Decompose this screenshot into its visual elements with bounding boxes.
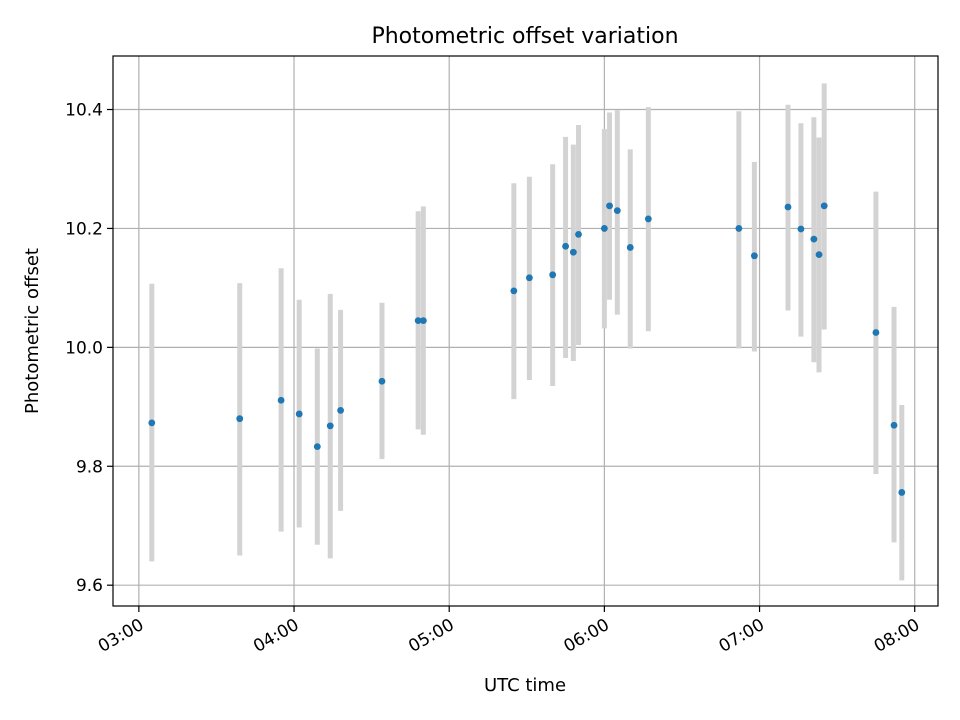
data-point [626, 244, 634, 251]
data-point [277, 396, 285, 404]
data-point [562, 242, 569, 250]
data-point [525, 274, 533, 282]
data-point [236, 415, 244, 423]
y-tick-label: 10.4 [65, 101, 103, 121]
data-point [820, 202, 828, 210]
data-point [510, 287, 518, 295]
data-point [872, 329, 880, 336]
data-point [148, 419, 156, 427]
data-point [313, 443, 321, 451]
data-point [613, 207, 621, 214]
data-point [337, 406, 344, 414]
data-point [569, 248, 577, 256]
y-axis-label: Photometric offset [22, 248, 43, 414]
y-tick-label: 10.2 [65, 219, 103, 239]
data-point [295, 410, 303, 418]
data-point [644, 215, 652, 223]
chart-title: Photometric offset variation [371, 24, 678, 49]
data-point [815, 251, 823, 258]
plot-frame [112, 55, 939, 607]
data-point [750, 252, 758, 260]
data-point [890, 421, 898, 429]
data-point [600, 225, 608, 232]
y-tick-label: 9.6 [76, 576, 103, 596]
y-tick-label: 10.0 [65, 338, 103, 358]
data-point [414, 317, 422, 324]
data-point [898, 489, 906, 496]
data-point [549, 271, 557, 279]
y-tick-label: 9.8 [76, 457, 103, 477]
data-point [810, 235, 818, 243]
data-points [148, 202, 906, 496]
data-point [419, 317, 427, 324]
x-axis-label: UTC time [484, 675, 566, 696]
data-point [378, 377, 386, 385]
y-axis-ticks: 9.6 9.8 10.0 10.2 10.4 [65, 101, 113, 596]
data-point [735, 225, 743, 232]
data-point [606, 202, 613, 210]
data-point [575, 230, 582, 238]
data-point [326, 422, 334, 430]
data-point [797, 225, 805, 233]
data-point [784, 203, 792, 211]
